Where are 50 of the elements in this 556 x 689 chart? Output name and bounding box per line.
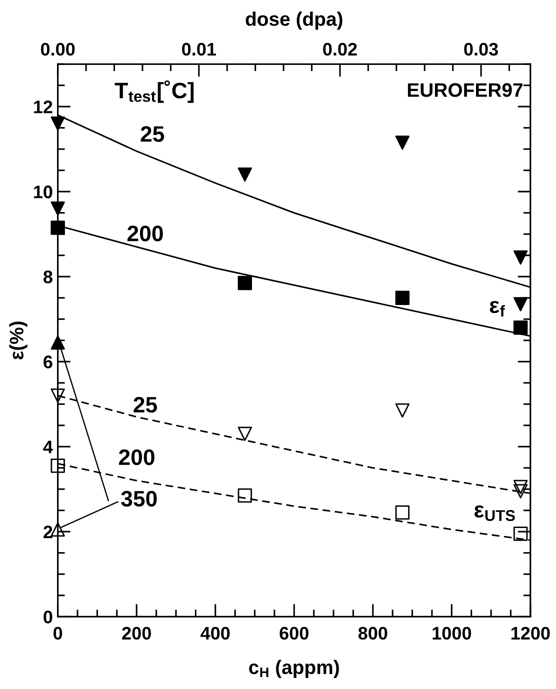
point	[50, 202, 65, 216]
point	[513, 484, 528, 498]
annotation: T$_{test}$[˚C]	[114, 80, 194, 103]
annotation: 25	[140, 126, 164, 142]
x-axis-title: c$_{H}$ (appm)	[249, 660, 339, 678]
point	[50, 220, 65, 235]
point	[50, 458, 65, 473]
x2-tick-label: 0.02	[323, 42, 357, 56]
annotation: 350	[121, 490, 157, 507]
annotation: 25	[134, 396, 157, 413]
y-tick-label: 6	[44, 356, 52, 368]
annotation: ε$_{UTS}$	[474, 505, 515, 522]
y-tick-label: 4	[43, 440, 53, 454]
point	[513, 480, 528, 494]
y-tick-label: 2	[44, 526, 52, 538]
annotation: 200	[127, 226, 163, 242]
point	[395, 290, 410, 305]
y-tick-label: 0	[44, 610, 52, 624]
x2-axis-title: dose (dpa)	[246, 12, 342, 30]
point	[395, 403, 410, 418]
annotation: ε$_{f}$	[490, 300, 505, 316]
x-tick-label: 600	[280, 626, 308, 640]
x-tick-label: 0	[54, 626, 62, 640]
y-axis-title: ε(%)	[9, 322, 28, 360]
x-tick-label: 400	[200, 626, 230, 640]
point	[513, 297, 528, 312]
point	[238, 426, 252, 441]
point	[238, 488, 252, 503]
x-tick-label: 800	[358, 626, 388, 640]
y-tick-label: 12	[34, 100, 52, 114]
x2-tick-label: 0.01	[182, 42, 216, 56]
x-tick-label: 200	[122, 626, 151, 640]
point	[238, 276, 252, 290]
annotation: 200	[118, 449, 154, 466]
point	[238, 167, 252, 182]
annotation: EUROFER97	[408, 83, 522, 97]
y-tick-label: 8	[43, 270, 52, 284]
y-tick-label: 10	[34, 186, 52, 198]
point	[513, 320, 528, 335]
point	[50, 388, 65, 403]
point	[50, 335, 65, 350]
x-tick-label: 1000	[432, 626, 471, 640]
point	[50, 116, 65, 131]
point	[513, 250, 528, 265]
x-tick-label: 1200	[511, 626, 550, 640]
point	[513, 526, 528, 541]
x2-tick-label: 0.00	[40, 42, 75, 56]
point	[395, 136, 410, 150]
x2-tick-label: 0.03	[464, 42, 498, 56]
point	[395, 505, 410, 520]
